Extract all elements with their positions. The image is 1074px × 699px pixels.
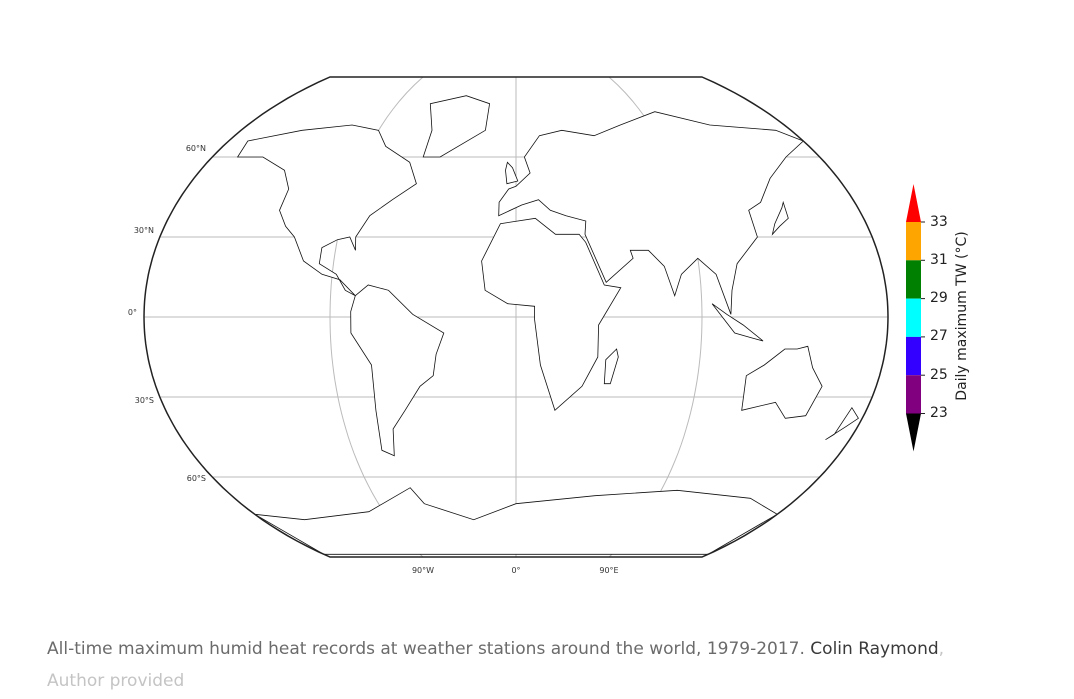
lon-label-0: 0° [511, 566, 520, 575]
landmass-north-america [236, 124, 417, 297]
landmass-antarctica [254, 487, 778, 555]
colorbar-extend-max [906, 184, 921, 222]
colorbar-tick: 31 [930, 252, 948, 268]
lon-label-90w: 90°W [412, 566, 434, 575]
landmass-japan [771, 200, 789, 236]
colorbar-ticks: 33 31 29 27 25 23 [930, 214, 948, 421]
landmass-madagascar [603, 348, 619, 385]
colorbar-tick: 33 [930, 214, 948, 230]
colorbar-tick: 23 [930, 405, 948, 421]
caption-text: All-time maximum humid heat records at w… [47, 639, 805, 659]
lat-label-30s: 30°S [135, 396, 154, 405]
colorbar [906, 184, 925, 452]
world-map: 60°N 30°N 0° 30°S 60°S 90°W 0° 90°E 33 3… [128, 76, 970, 575]
colorbar-bin [906, 260, 921, 299]
colorbar-extend-min [906, 413, 921, 452]
colorbar-tick: 25 [930, 367, 948, 383]
graticule [144, 76, 888, 558]
landmass-new-zealand [825, 406, 859, 441]
lat-label-60s: 60°S [187, 474, 206, 483]
landmass-australia [741, 345, 823, 419]
lat-label-0: 0° [128, 308, 137, 317]
landmass-africa [481, 217, 622, 412]
colorbar-tick: 29 [930, 290, 948, 306]
landmass-eurasia [498, 111, 805, 315]
lat-label-60n: 60°N [186, 144, 206, 153]
landmass-greenland [422, 95, 491, 158]
lat-label-30n: 30°N [134, 226, 154, 235]
caption-provided: Author provided [47, 671, 185, 691]
colorbar-bin [906, 298, 921, 337]
colorbar-bin [906, 375, 921, 414]
lon-labels: 90°W 0° 90°E [412, 566, 619, 575]
caption-separator: , [938, 639, 945, 659]
lat-labels: 60°N 30°N 0° 30°S 60°S [128, 144, 206, 483]
lon-label-90e: 90°E [599, 566, 618, 575]
landmass-indonesia [711, 303, 764, 342]
colorbar-bin [906, 222, 921, 261]
coastlines [236, 95, 859, 555]
colorbar-bin [906, 336, 921, 376]
colorbar-tick: 27 [930, 328, 948, 344]
caption-credit-link[interactable]: Colin Raymond [810, 639, 939, 659]
landmass-south-america [350, 284, 445, 457]
colorbar-title: Daily maximum TW (°C) [954, 231, 970, 400]
map-boundary [143, 76, 889, 558]
figure-caption: All-time maximum humid heat records at w… [47, 633, 1057, 697]
landmass-uk [505, 161, 519, 185]
